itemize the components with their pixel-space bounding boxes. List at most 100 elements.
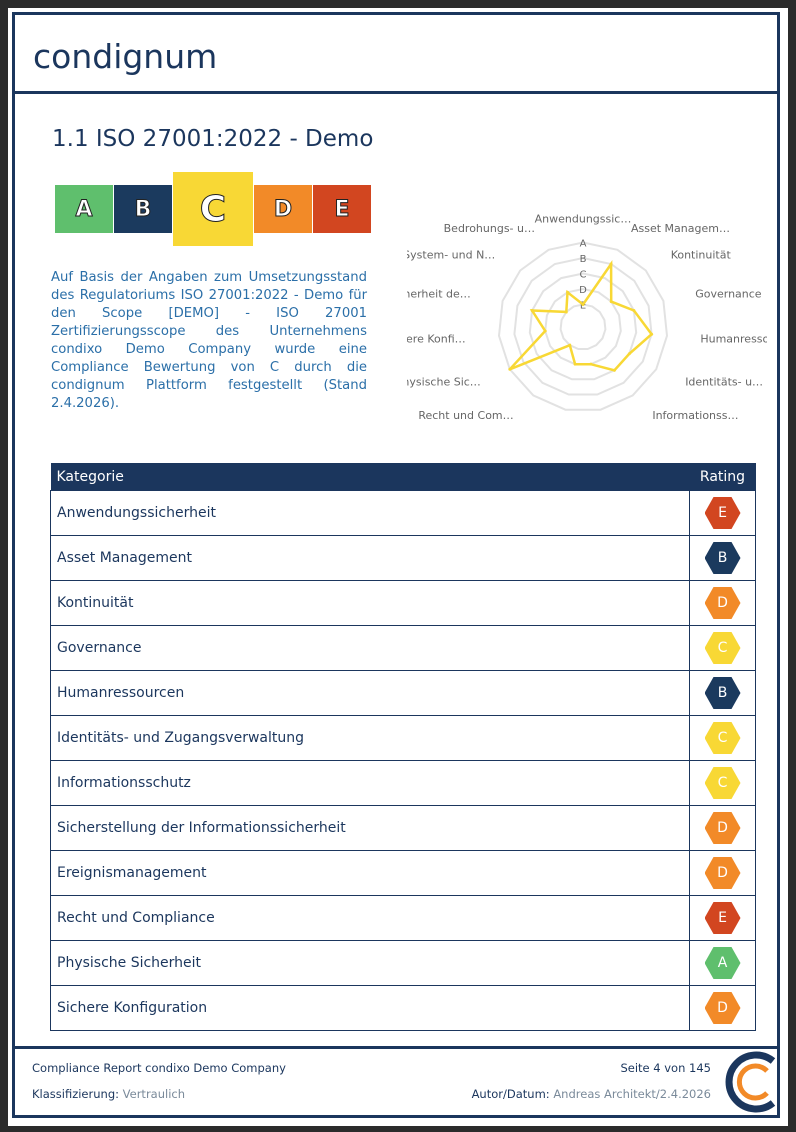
- condignum-c-logo-icon: [725, 1051, 776, 1113]
- category-name: Humanressourcen: [50, 670, 690, 716]
- axis-label: Asset Managem…: [631, 222, 730, 235]
- radar-point: [530, 308, 534, 312]
- radar-point: [612, 368, 616, 372]
- category-name: Recht und Compliance: [50, 895, 690, 941]
- axis-label: Identitäts- u…: [685, 375, 763, 388]
- rating-badge: E: [704, 497, 741, 529]
- rating-badge: C: [704, 632, 741, 664]
- table-row: Asset Management B: [50, 535, 756, 581]
- rating-badge: B: [704, 677, 741, 709]
- axis-label: Governance: [695, 287, 762, 300]
- author-label: Autor/Datum: [471, 1087, 546, 1101]
- radar-point: [564, 310, 568, 314]
- grade-d: D: [254, 185, 312, 233]
- grade-c: C: [173, 172, 253, 246]
- rating-cell: D: [689, 850, 756, 896]
- footer-classification: Klassifizierung: Vertraulich: [32, 1087, 186, 1101]
- radar-point: [609, 262, 613, 266]
- rating-badge: D: [704, 587, 741, 619]
- radar-point: [589, 362, 593, 366]
- axis-label: Humanressourc: [700, 332, 767, 345]
- category-name: Informationsschutz: [50, 760, 690, 806]
- radar-point: [573, 362, 577, 366]
- category-name: Sichere Konfiguration: [50, 985, 690, 1031]
- author-value: Andreas Architekt/2.4.2026: [553, 1087, 711, 1101]
- radar-point: [581, 303, 585, 306]
- radar-point: [609, 300, 613, 304]
- grade-b: B: [114, 185, 172, 233]
- rating-cell: B: [689, 535, 756, 581]
- rating-cell: C: [689, 760, 756, 806]
- grade-e: E: [313, 185, 371, 233]
- radar-ring: [559, 303, 607, 350]
- ring-label: B: [580, 254, 587, 265]
- radar-series: [508, 260, 654, 372]
- rating-badge: D: [704, 992, 741, 1024]
- rating-cell: D: [689, 805, 756, 851]
- radar-point: [508, 367, 512, 371]
- table-row: Sicherstellung der Informationssicherhei…: [50, 805, 756, 851]
- axis-label: Bedrohungs- u…: [444, 222, 535, 235]
- rating-badge: E: [704, 902, 741, 934]
- radar-ring: [513, 256, 653, 396]
- radar-point: [568, 343, 572, 347]
- category-name: Asset Management: [50, 535, 690, 581]
- rating-badge: A: [704, 947, 741, 979]
- rating-badge: D: [704, 812, 741, 844]
- radar-point: [543, 329, 547, 333]
- ring-label: D: [579, 285, 587, 296]
- brand-logo: condignum: [33, 37, 218, 76]
- category-name: Kontinuität: [50, 580, 690, 626]
- category-name: Ereignismanagement: [50, 850, 690, 896]
- rating-cell: D: [689, 580, 756, 626]
- table-row: Anwendungssicherheit E: [50, 490, 756, 536]
- footer-author: Autor/Datum: Andreas Architekt/2.4.2026: [471, 1087, 711, 1101]
- rating-cell: C: [689, 715, 756, 761]
- table-row: Recht und Compliance E: [50, 895, 756, 941]
- rating-cell: E: [689, 895, 756, 941]
- table-row: Ereignismanagement D: [50, 850, 756, 896]
- rating-cell: D: [689, 985, 756, 1031]
- radar-ring: [497, 241, 669, 411]
- axis-label: Kontinuität: [671, 248, 732, 261]
- category-name: Sicherstellung der Informationssicherhei…: [50, 805, 690, 851]
- axis-label: System- und N…: [407, 248, 495, 261]
- header: condignum: [15, 15, 777, 94]
- radar-point: [566, 290, 570, 294]
- category-table: Kategorie Rating Anwendungssicherheit E As…: [50, 463, 756, 1031]
- footer: Compliance Report condixo Demo Company K…: [15, 1046, 777, 1115]
- rating-badge: C: [704, 722, 741, 754]
- rating-cell: B: [689, 670, 756, 716]
- table-row: Sichere Konfiguration D: [50, 985, 756, 1031]
- table-row: Physische Sicherheit A: [50, 940, 756, 986]
- axis-label: Informationss…: [652, 409, 738, 422]
- category-name: Physische Sicherheit: [50, 940, 690, 986]
- table-row: Governance C: [50, 625, 756, 671]
- table-row: Humanressourcen B: [50, 670, 756, 716]
- axis-label: Anwendungssic…: [535, 212, 632, 225]
- radar-chart: ABCDEAnwendungssic…Asset Managem…Kontinu…: [407, 212, 767, 422]
- table-row: Identitäts- und Zugangsverwaltung C: [50, 715, 756, 761]
- column-header-rating: Rating: [689, 463, 756, 491]
- category-name: Governance: [50, 625, 690, 671]
- category-name: Anwendungssicherheit: [50, 490, 690, 536]
- radar-point: [632, 308, 636, 312]
- rating-cell: A: [689, 940, 756, 986]
- table-row: Kontinuität D: [50, 580, 756, 626]
- ring-label: C: [580, 270, 587, 281]
- footer-report-name: Compliance Report condixo Demo Company: [32, 1061, 286, 1075]
- radar-ring: [528, 272, 638, 381]
- section-title: 1.1 ISO 27001:2022 - Demo: [52, 126, 374, 152]
- axis-label: icherheit de…: [407, 287, 471, 300]
- axis-label: Recht und Com…: [418, 409, 513, 422]
- classification-label: Klassifizierung: [32, 1087, 116, 1101]
- radar-point: [627, 352, 631, 356]
- rating-badge: C: [704, 767, 741, 799]
- rating-badge: D: [704, 857, 741, 889]
- rating-cell: C: [689, 625, 756, 671]
- ring-label: A: [580, 239, 587, 250]
- grade-a: A: [55, 185, 113, 233]
